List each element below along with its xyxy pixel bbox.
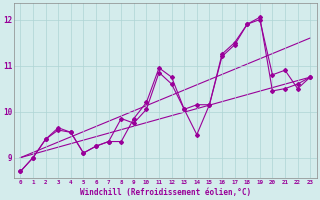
X-axis label: Windchill (Refroidissement éolien,°C): Windchill (Refroidissement éolien,°C) (80, 188, 251, 197)
